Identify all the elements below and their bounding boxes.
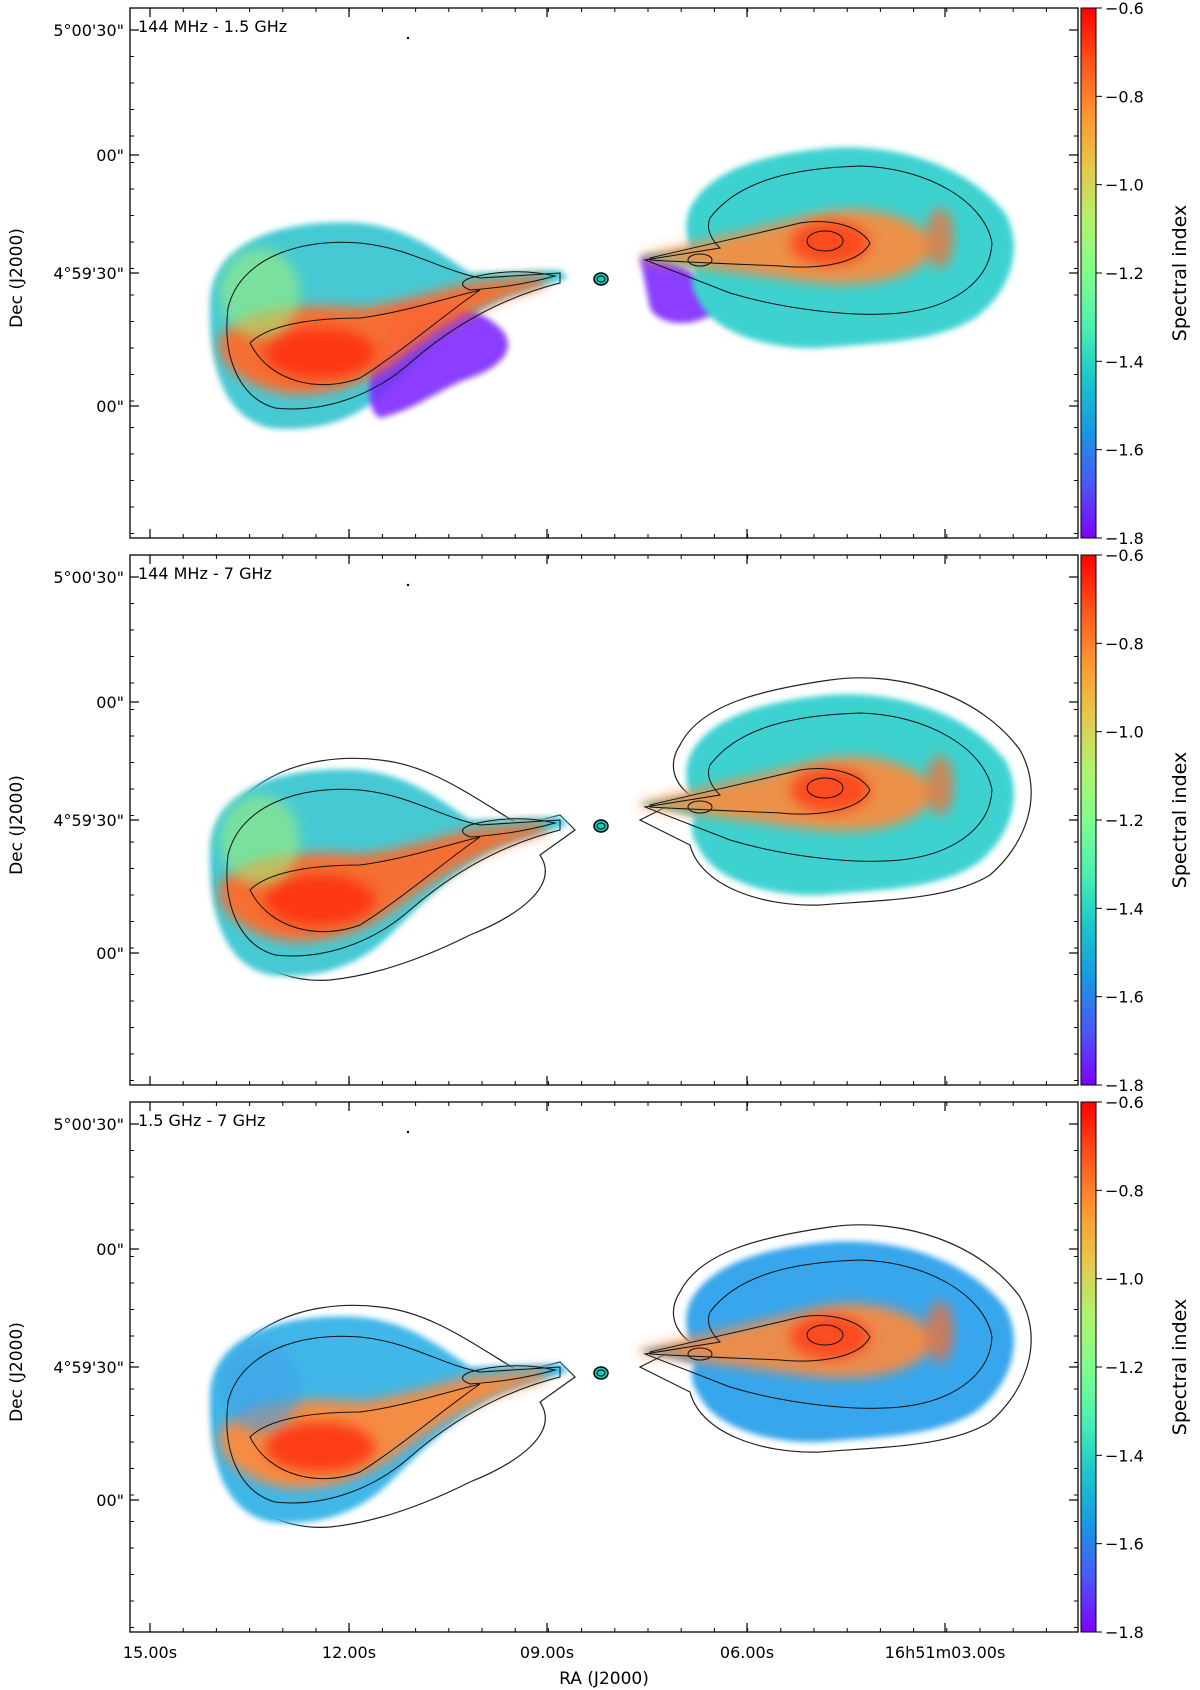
colorbar-label: Spectral index	[1169, 752, 1191, 888]
spectral-index-map	[209, 36, 1014, 429]
y-tick-label: 4°59'30"	[53, 811, 124, 830]
panel-1: 144 MHz - 1.5 GHz 5°00'30" 00" 4°59'30" 00" D…	[7, 0, 1191, 548]
colorbar-tick-label: −0.6	[1105, 0, 1144, 18]
contours	[226, 165, 993, 410]
left-hotspot	[265, 875, 375, 925]
y-tick-label: 00"	[96, 693, 124, 712]
right-lobe-edge	[926, 208, 954, 268]
colorbar-label: Spectral index	[1169, 1299, 1191, 1435]
core	[593, 272, 609, 286]
y-tick-label: 4°59'30"	[53, 1358, 124, 1377]
colorbar-label: Spectral index	[1169, 205, 1191, 341]
colorbar-tick-label: −0.8	[1105, 87, 1144, 106]
right-hotspot	[790, 1315, 870, 1359]
panel-label: 144 MHz - 7 GHz	[138, 564, 272, 583]
left-hotspot	[265, 328, 375, 378]
core	[593, 1366, 609, 1380]
x-tick-label: 16h51m03.00s	[885, 1643, 1006, 1662]
x-tick-label: 15.00s	[123, 1643, 177, 1662]
contours	[226, 712, 993, 957]
y-tick-label: 5°00'30"	[53, 568, 124, 587]
colorbar-tick-label: −1.8	[1105, 1623, 1144, 1642]
panel-2: 144 MHz - 7 GHz 5°00'30" 00" 4°59'30" 00" Dec…	[7, 546, 1191, 1095]
right-hotspot	[790, 221, 870, 265]
core	[593, 819, 609, 833]
y-tick-label: 5°00'30"	[53, 1115, 124, 1134]
y-tick-label: 5°00'30"	[53, 21, 124, 40]
colorbar-tick-label: −1.0	[1105, 723, 1144, 742]
x-axis-label: RA (J2000)	[559, 1669, 649, 1689]
y-tick-label: 00"	[96, 1240, 124, 1259]
y-tick-label: 00"	[96, 944, 124, 963]
colorbar-tick-label: −1.0	[1105, 176, 1144, 195]
left-lobe-shade	[220, 795, 300, 885]
outer-contour-left	[214, 757, 576, 981]
steep-spectrum-region-right	[640, 255, 720, 323]
right-lobe-edge	[926, 755, 954, 815]
point-source	[406, 36, 410, 40]
x-tick-label: 12.00s	[322, 1643, 376, 1662]
right-lobe-edge	[926, 1302, 954, 1362]
left-lobe-shade	[220, 1342, 300, 1432]
colorbar	[1080, 1101, 1097, 1633]
colorbar-tick-label: −1.2	[1105, 264, 1144, 283]
colorbar-tick-label: −1.4	[1105, 352, 1144, 371]
panel-3: 1.5 GHz - 7 GHz 5°00'30" 00" 4°59'30" 00" 15.…	[7, 1093, 1191, 1689]
panel-label: 144 MHz - 1.5 GHz	[138, 17, 287, 36]
colorbar-tick-label: −1.2	[1105, 1358, 1144, 1377]
colorbar-tick-label: −0.6	[1105, 1093, 1144, 1112]
point-source	[406, 1130, 410, 1134]
y-axis-label: Dec (J2000)	[7, 1322, 27, 1422]
spectral-index-map	[209, 1130, 1032, 1528]
right-jet-flat-region	[640, 1303, 935, 1378]
spectral-index-map	[209, 583, 1032, 981]
colorbar-tick-label: −1.4	[1105, 1446, 1144, 1465]
colorbar	[1080, 554, 1097, 1086]
colorbar-tick-label: −1.6	[1105, 988, 1144, 1007]
colorbar-tick-label: −1.4	[1105, 899, 1144, 918]
outer-contour-left	[214, 1304, 576, 1528]
colorbar	[1080, 7, 1097, 539]
x-tick-label: 09.00s	[520, 1643, 574, 1662]
y-axis-label: Dec (J2000)	[7, 775, 27, 875]
left-hotspot	[265, 1422, 375, 1472]
outer-contour-right	[638, 1224, 1032, 1453]
colorbar-tick-label: −1.8	[1105, 529, 1144, 548]
y-tick-label: 00"	[96, 146, 124, 165]
point-source	[406, 583, 410, 587]
y-tick-label: 00"	[96, 397, 124, 416]
colorbar-tick-label: −1.8	[1105, 1076, 1144, 1095]
right-jet-flat-region	[640, 756, 935, 831]
right-jet-flat-region	[640, 209, 935, 284]
colorbar-tick-label: −0.6	[1105, 546, 1144, 565]
colorbar-tick-label: −0.8	[1105, 634, 1144, 653]
panel-label: 1.5 GHz - 7 GHz	[138, 1111, 265, 1130]
right-hotspot	[790, 768, 870, 812]
left-lobe-shade	[220, 248, 300, 338]
y-tick-label: 00"	[96, 1491, 124, 1510]
outer-contour-right	[638, 677, 1032, 906]
y-tick-label: 4°59'30"	[53, 264, 124, 283]
colorbar-tick-label: −1.2	[1105, 811, 1144, 830]
colorbar-tick-label: −0.8	[1105, 1181, 1144, 1200]
colorbar-tick-label: −1.6	[1105, 1535, 1144, 1554]
contours	[226, 1259, 993, 1504]
x-tick-label: 06.00s	[720, 1643, 774, 1662]
colorbar-tick-label: −1.6	[1105, 441, 1144, 460]
colorbar-tick-label: −1.0	[1105, 1270, 1144, 1289]
y-axis-label: Dec (J2000)	[7, 228, 27, 328]
